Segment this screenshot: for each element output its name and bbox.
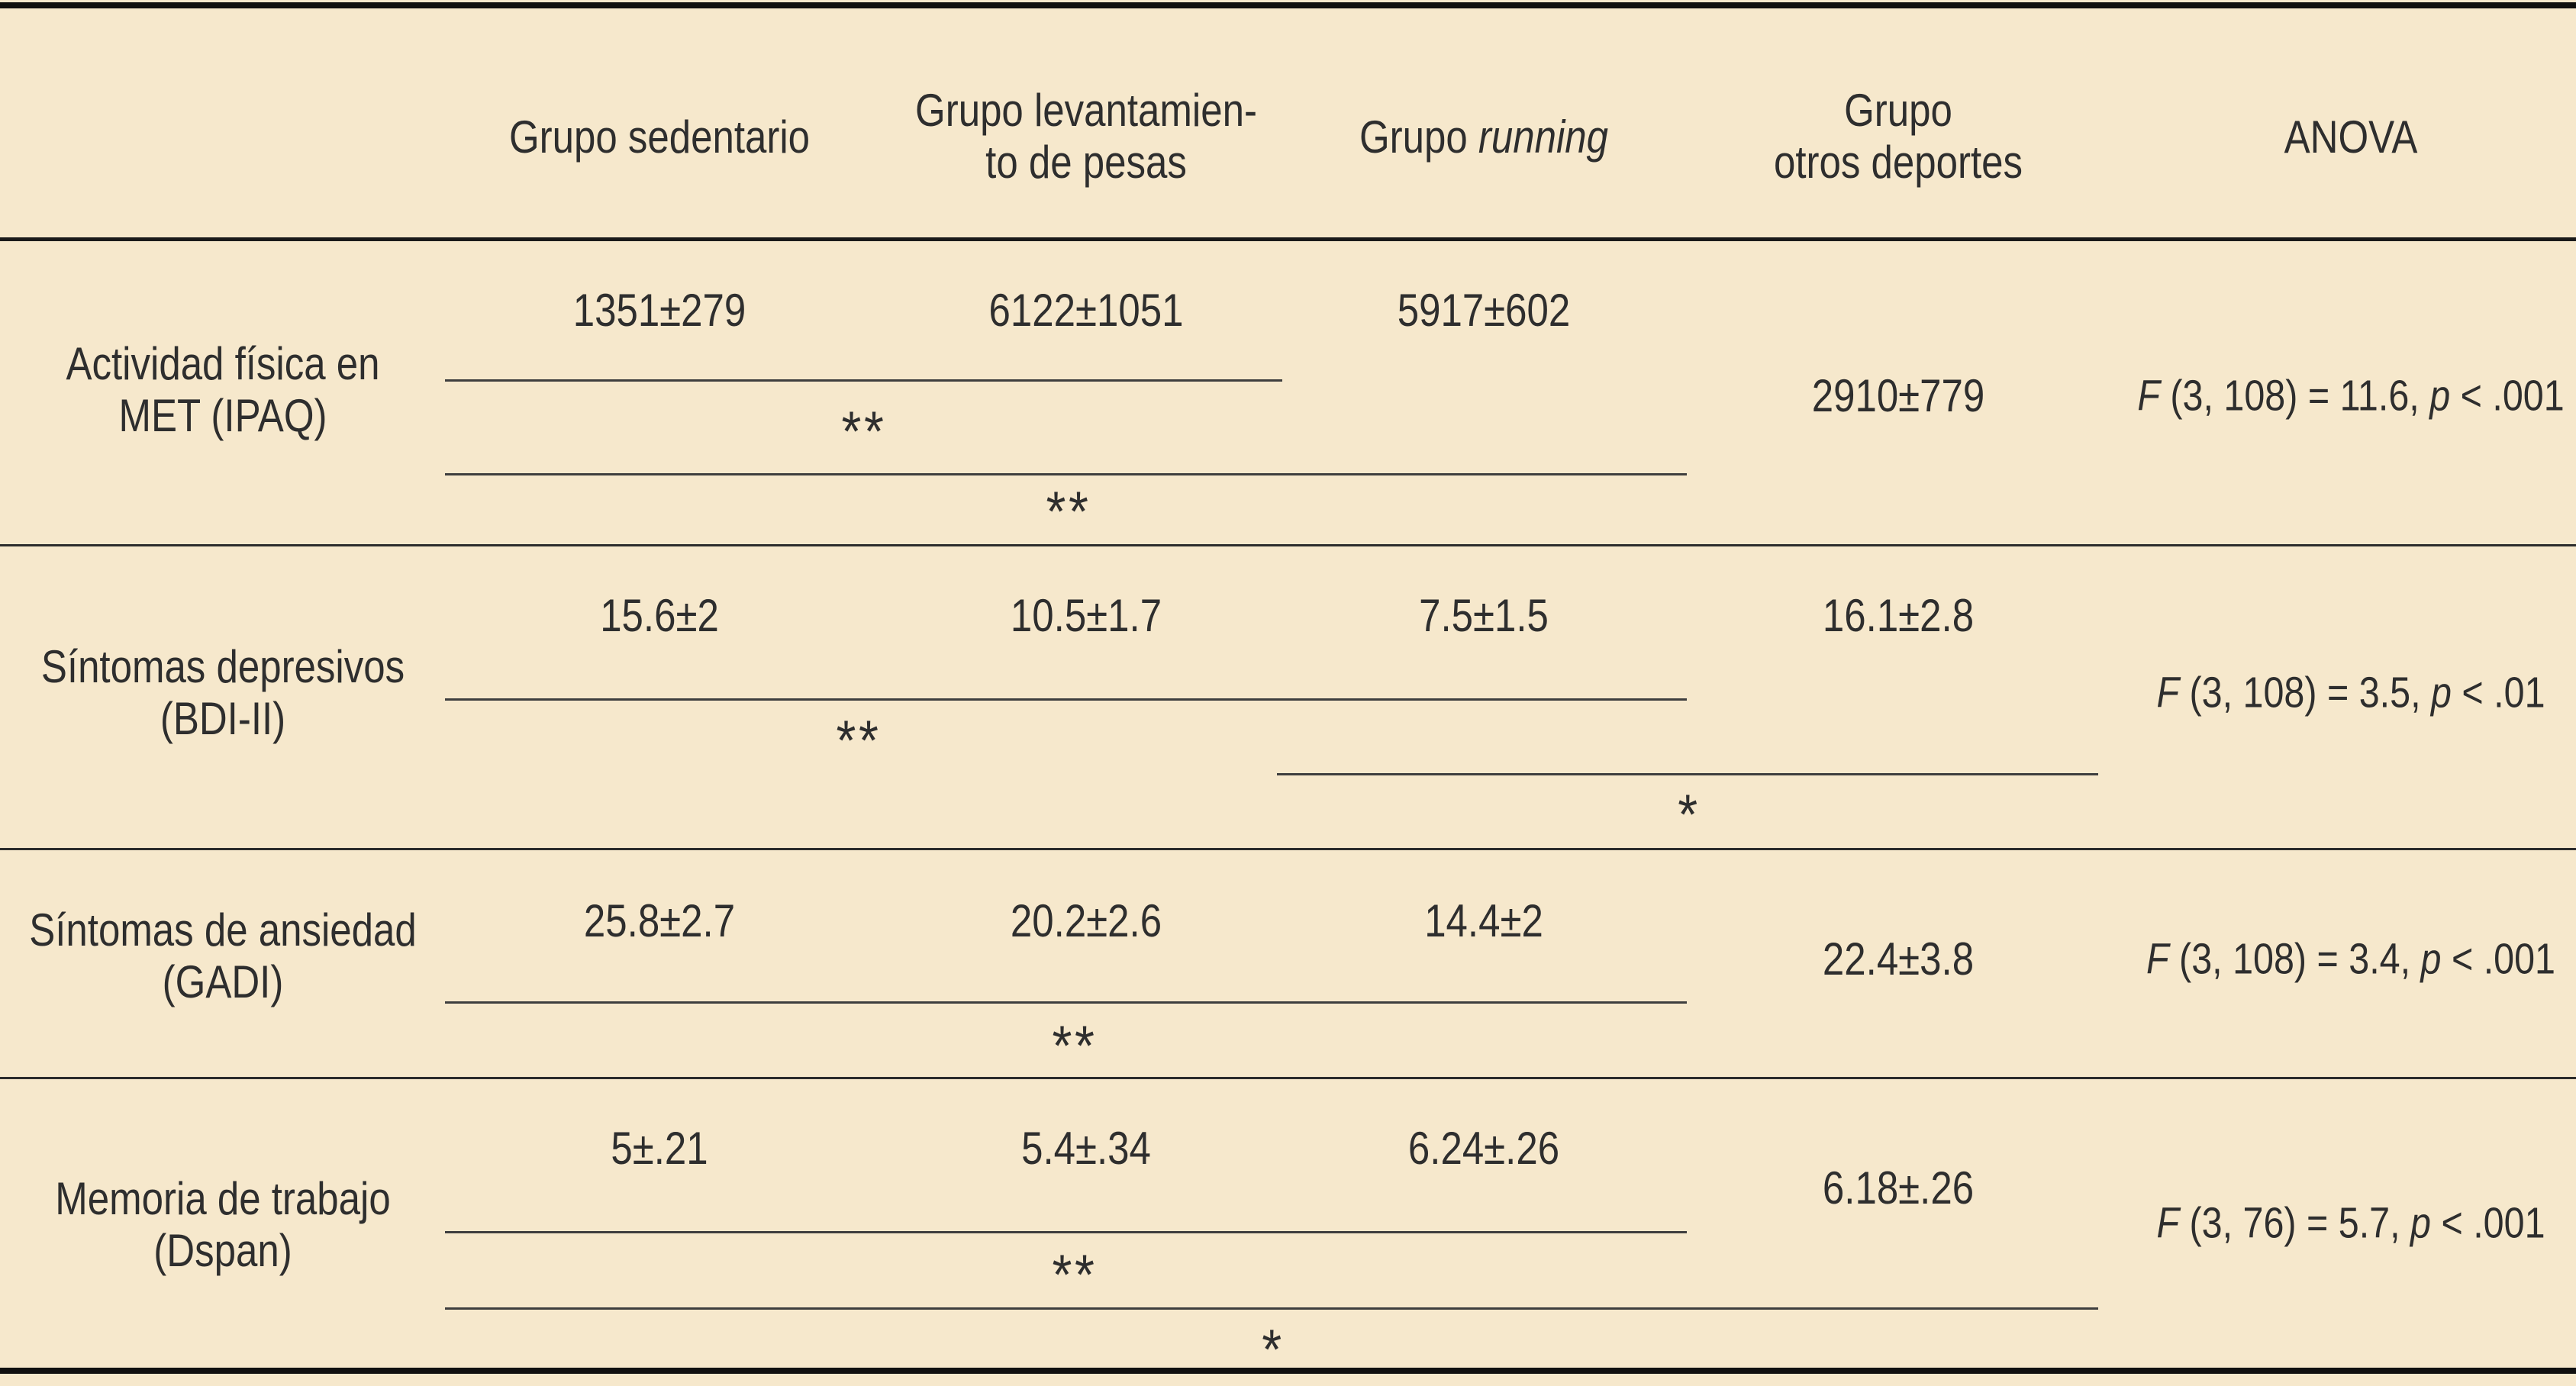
row3-value-pesas: 20.2±2.6 bbox=[1010, 895, 1162, 946]
row2-significance-line-2 bbox=[1277, 773, 2098, 775]
row4-significance-marker-1: ** bbox=[1052, 1243, 1098, 1307]
column-header-sedentario: Grupo sedentario bbox=[508, 111, 811, 163]
row1-significance-line-1 bbox=[445, 379, 1282, 382]
row3-significance-marker-1: ** bbox=[1052, 1014, 1098, 1078]
running-prefix: Grupo bbox=[1359, 111, 1478, 163]
row2-significance-marker-1: ** bbox=[836, 708, 882, 772]
row-divider-1 bbox=[0, 544, 2576, 546]
row2-anova-p: p bbox=[2431, 668, 2452, 717]
row1-label-line2: MET (IPAQ) bbox=[118, 390, 327, 441]
column-header-running: Grupo running bbox=[1359, 112, 1608, 163]
row2-value-running: 7.5±1.5 bbox=[1419, 590, 1549, 641]
row1-value-pesas: 6122±1051 bbox=[988, 285, 1184, 336]
row3-anova-end: < .001 bbox=[2441, 934, 2556, 984]
row1-anova-f: F bbox=[2137, 371, 2160, 421]
row2-anova-f: F bbox=[2156, 668, 2180, 717]
row3-anova: F (3, 108) = 3.4, p < .001 bbox=[2146, 934, 2556, 984]
column-header-otros-line1: Grupo bbox=[1844, 85, 1952, 136]
row4-significance-line-2 bbox=[445, 1307, 2098, 1310]
row3-value-running: 14.4±2 bbox=[1424, 895, 1543, 946]
row2-significance-line-1 bbox=[445, 698, 1687, 701]
row1-anova: F (3, 108) = 11.6, p < .001 bbox=[2137, 372, 2564, 421]
row2-value-otros: 16.1±2.8 bbox=[1822, 590, 1975, 641]
row1-significance-marker-2: ** bbox=[1046, 479, 1091, 543]
table-top-border bbox=[0, 2, 2576, 8]
row1-value-running: 5917±602 bbox=[1397, 285, 1571, 336]
row3-significance-line-1 bbox=[445, 1001, 1687, 1004]
row2-anova-end: < .01 bbox=[2451, 668, 2545, 717]
running-italic: running bbox=[1478, 111, 1609, 163]
row4-significance-line-1 bbox=[445, 1231, 1687, 1233]
row4-label-line2: (Dspan) bbox=[153, 1225, 292, 1276]
row4-label-line1: Memoria de trabajo bbox=[55, 1173, 391, 1224]
row1-significance-marker-1: ** bbox=[841, 399, 887, 463]
row3-anova-mid: (3, 108) = 3.4, bbox=[2168, 934, 2421, 984]
row3-value-otros: 22.4±3.8 bbox=[1822, 933, 1975, 985]
row4-anova-end: < .001 bbox=[2431, 1198, 2545, 1248]
row1-significance-line-2 bbox=[445, 473, 1687, 475]
row2-value-sedentario: 15.6±2 bbox=[600, 590, 719, 641]
row3-label-line2: (GADI) bbox=[162, 956, 284, 1007]
row2-value-pesas: 10.5±1.7 bbox=[1010, 590, 1162, 641]
row2-label-line1: Síntomas depresivos bbox=[40, 641, 405, 692]
row3-value-sedentario: 25.8±2.7 bbox=[583, 895, 736, 946]
row2-significance-marker-2: * bbox=[1678, 782, 1701, 846]
row4-significance-marker-2: * bbox=[1262, 1317, 1285, 1381]
column-header-pesas-line1: Grupo levantamien- bbox=[915, 85, 1257, 136]
row1-anova-mid: (3, 108) = 11.6, bbox=[2159, 371, 2430, 421]
row3-label-line1: Síntomas de ansiedad bbox=[29, 904, 417, 956]
row1-value-otros: 2910±779 bbox=[1811, 370, 1985, 421]
row1-anova-p: p bbox=[2429, 371, 2451, 421]
row4-anova-mid: (3, 76) = 5.7, bbox=[2179, 1198, 2411, 1248]
row3-anova-p: p bbox=[2420, 934, 2442, 984]
row4-value-otros: 6.18±.26 bbox=[1822, 1162, 1975, 1214]
row4-value-sedentario: 5±.21 bbox=[611, 1123, 708, 1174]
row-divider-3 bbox=[0, 1077, 2576, 1079]
column-header-otros-line2: otros deportes bbox=[1773, 137, 2023, 188]
row1-label-line1: Actividad física en bbox=[66, 338, 380, 389]
row4-value-pesas: 5.4±.34 bbox=[1021, 1123, 1151, 1174]
row4-anova-f: F bbox=[2156, 1198, 2180, 1248]
row-divider-2 bbox=[0, 848, 2576, 850]
row4-value-running: 6.24±.26 bbox=[1407, 1123, 1560, 1174]
row2-label-line2: (BDI-II) bbox=[160, 693, 286, 744]
row1-value-sedentario: 1351±279 bbox=[572, 285, 746, 336]
header-bottom-border bbox=[0, 237, 2576, 241]
row4-anova-p: p bbox=[2410, 1198, 2432, 1248]
column-header-pesas-line2: to de pesas bbox=[985, 137, 1187, 188]
row2-anova: F (3, 108) = 3.5, p < .01 bbox=[2156, 669, 2545, 717]
row1-anova-end: < .001 bbox=[2450, 371, 2565, 421]
table-bottom-border bbox=[0, 1368, 2576, 1374]
row3-anova-f: F bbox=[2146, 934, 2169, 984]
row2-anova-mid: (3, 108) = 3.5, bbox=[2179, 668, 2432, 717]
column-header-anova: ANOVA bbox=[2284, 111, 2418, 163]
row4-anova: F (3, 76) = 5.7, p < .001 bbox=[2156, 1198, 2545, 1248]
